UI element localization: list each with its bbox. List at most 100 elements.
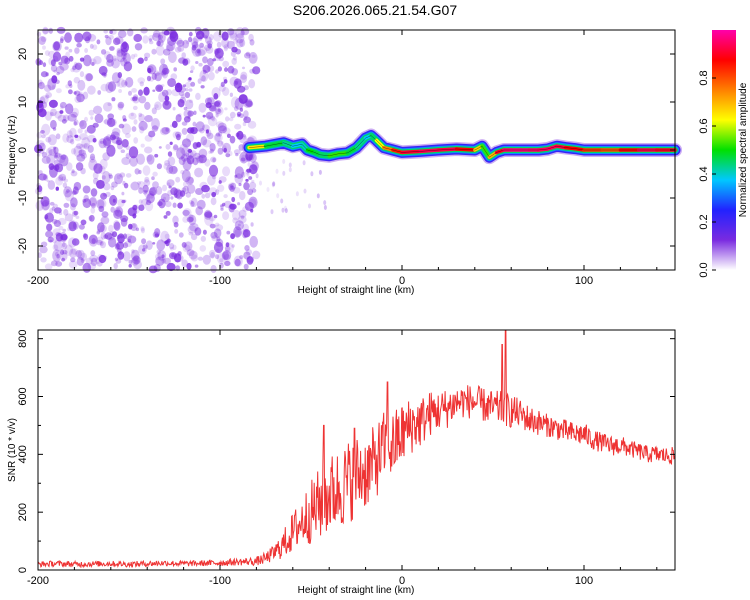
noise-blob: [79, 120, 87, 130]
noise-blob: [111, 231, 118, 238]
noise-blob: [242, 121, 247, 127]
noise-blob: [221, 31, 229, 41]
noise-blob: [186, 262, 192, 270]
noise-blob: [100, 83, 110, 92]
noise-blob: [308, 203, 311, 209]
noise-blob: [160, 193, 170, 203]
noise-blob: [144, 134, 153, 142]
noise-blob: [249, 181, 257, 190]
noise-blob: [239, 38, 246, 48]
noise-blob: [234, 174, 238, 178]
snr-panel: -200 -100 0 100 0 200 400 600 800 Height of str…: [7, 329, 676, 596]
noise-blob: [236, 111, 242, 117]
noise-blob: [243, 182, 250, 191]
noise-blob: [54, 152, 61, 158]
x-tick-label: -100: [209, 575, 231, 587]
noise-blob: [152, 30, 161, 38]
noise-blob: [222, 127, 231, 135]
noise-blob: [50, 260, 58, 267]
noise-blob: [181, 138, 192, 148]
noise-blob: [191, 44, 197, 51]
noise-blob: [162, 64, 168, 71]
noise-blob: [182, 244, 191, 253]
noise-blob: [207, 65, 215, 72]
noise-blob: [131, 249, 135, 254]
noise-blob: [239, 74, 247, 84]
noise-blob: [105, 36, 112, 46]
noise-blob: [199, 128, 205, 134]
noise-blob: [242, 229, 251, 238]
noise-blob: [166, 182, 171, 187]
noise-blob: [149, 187, 156, 196]
noise-blob: [148, 130, 156, 138]
noise-blob: [190, 201, 195, 207]
noise-blob: [46, 223, 53, 232]
noise-blob: [239, 133, 247, 144]
noise-blob: [250, 222, 254, 227]
noise-blob: [61, 242, 68, 250]
noise-blob: [120, 217, 128, 227]
noise-blob: [229, 203, 237, 210]
noise-blob: [110, 131, 120, 140]
noise-blob: [216, 236, 221, 242]
noise-blob: [80, 219, 87, 226]
noise-blob: [229, 29, 237, 39]
noise-blob: [84, 48, 88, 53]
noise-blob: [43, 84, 52, 93]
noise-blob: [152, 89, 156, 92]
noise-blob: [181, 169, 191, 183]
noise-blob: [118, 123, 125, 129]
noise-blob: [190, 37, 198, 47]
noise-blob: [57, 217, 67, 226]
noise-blob: [200, 136, 208, 146]
noise-blob: [154, 104, 159, 109]
noise-blob: [72, 190, 77, 196]
noise-blob: [204, 44, 212, 51]
noise-blob: [61, 118, 67, 124]
noise-blob: [215, 189, 220, 196]
noise-blob: [137, 181, 141, 185]
noise-blob: [44, 202, 48, 206]
noise-blob: [251, 188, 257, 193]
noise-blob: [78, 149, 87, 157]
noise-blob: [246, 256, 255, 263]
noise-blob: [50, 64, 58, 72]
noise-blob: [167, 78, 177, 88]
noise-blob: [69, 127, 77, 138]
noise-blob: [188, 77, 192, 81]
noise-blob: [40, 71, 48, 78]
noise-blob: [323, 205, 327, 210]
noise-blob: [193, 36, 199, 44]
noise-blob: [68, 219, 77, 230]
noise-blob: [60, 154, 67, 160]
noise-blob: [179, 190, 186, 197]
noise-blob: [74, 135, 82, 142]
noise-blob: [223, 44, 230, 50]
noise-blob: [155, 84, 164, 92]
noise-blob: [237, 223, 241, 227]
noise-blob: [172, 244, 177, 250]
x-tick-label: 0: [399, 275, 405, 287]
noise-blob: [57, 155, 66, 164]
noise-blob: [58, 61, 63, 66]
colorbar-ticks: 0.0 0.2 0.4 0.6 0.8: [698, 70, 716, 278]
y-tick-label: 0: [17, 147, 29, 153]
noise-blob: [170, 187, 178, 196]
noise-blob: [96, 239, 103, 246]
noise-blob: [234, 106, 239, 112]
noise-blob: [186, 216, 194, 223]
noise-blob: [55, 133, 61, 140]
noise-blob: [104, 34, 109, 39]
noise-blob: [199, 245, 207, 252]
x-tick-label: 0: [399, 575, 405, 587]
noise-blob: [187, 77, 192, 82]
noise-blob: [142, 248, 146, 252]
noise-blob: [208, 34, 214, 41]
noise-blob: [55, 65, 65, 74]
noise-blob: [241, 171, 246, 178]
noise-blob: [216, 41, 222, 48]
noise-blob: [214, 106, 224, 116]
noise-blob: [187, 150, 194, 159]
noise-blob: [67, 113, 77, 122]
noise-blob: [72, 210, 77, 217]
